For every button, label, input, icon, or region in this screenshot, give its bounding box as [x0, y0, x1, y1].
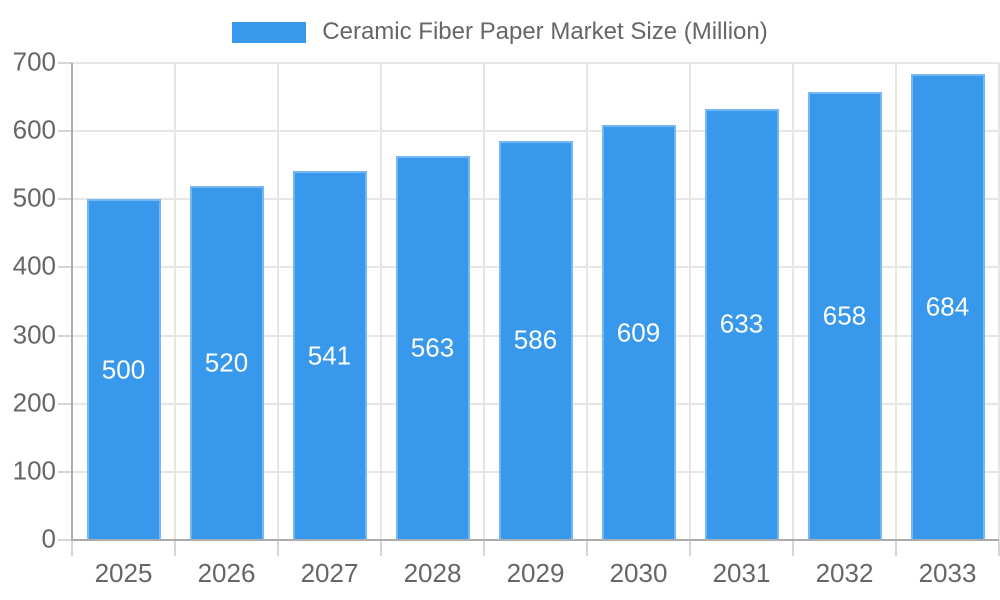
- bar-value-label: 586: [513, 324, 558, 355]
- bar-value-label: 609: [616, 317, 661, 347]
- gridline-vertical: [380, 63, 382, 540]
- x-axis-tick: [586, 540, 588, 556]
- legend-swatch-icon: [232, 21, 307, 43]
- gridline-horizontal: [72, 62, 999, 64]
- y-axis-tick: [58, 62, 72, 64]
- x-axis-tick: [71, 540, 73, 556]
- y-axis-tick-label: 300: [12, 318, 56, 349]
- gridline-vertical: [174, 63, 176, 540]
- x-axis-tick-label: 2025: [94, 558, 153, 588]
- gridline-vertical: [483, 63, 485, 540]
- x-axis-tick-label: 2033: [918, 558, 977, 588]
- bar-value-label: 520: [204, 347, 249, 378]
- y-axis-tick: [58, 198, 72, 201]
- gridline-vertical: [277, 63, 279, 540]
- y-axis-tick-label: 200: [12, 386, 56, 417]
- y-axis-tick-label: 100: [12, 455, 56, 486]
- bar-2029[interactable]: [498, 140, 573, 539]
- bar-2025[interactable]: [86, 199, 161, 539]
- gridline-horizontal: [72, 130, 999, 133]
- gridline-vertical: [792, 63, 794, 540]
- y-axis-line: [71, 63, 73, 540]
- x-axis-tick: [174, 540, 176, 556]
- gridline-vertical: [586, 63, 588, 540]
- x-axis-tick-label: 2026: [197, 558, 256, 588]
- x-axis-tick: [998, 540, 1000, 556]
- legend[interactable]: Ceramic Fiber Paper Market Size (Million…: [0, 18, 1000, 45]
- y-axis-tick: [58, 266, 72, 269]
- y-axis-tick: [58, 334, 72, 337]
- x-axis-tick: [689, 540, 691, 556]
- y-axis-tick: [58, 539, 72, 541]
- y-axis-tick-label: 500: [12, 182, 56, 213]
- x-axis-tick-label: 2032: [815, 558, 874, 588]
- bar-2033[interactable]: [910, 73, 985, 539]
- bar-value-label: 563: [410, 332, 455, 363]
- bar-value-label: 658: [822, 300, 867, 331]
- x-axis-tick-label: 2027: [300, 558, 359, 588]
- bar-2026[interactable]: [189, 185, 264, 539]
- gridline-vertical: [895, 63, 897, 540]
- bar-2027[interactable]: [292, 171, 367, 539]
- y-axis-tick: [58, 470, 72, 473]
- y-axis-tick: [58, 130, 72, 133]
- bar-2028[interactable]: [395, 156, 470, 539]
- y-axis-tick-label: 600: [12, 114, 56, 145]
- y-axis-tick-label: 700: [12, 46, 56, 77]
- x-axis-tick-label: 2028: [403, 558, 462, 588]
- bar-2030[interactable]: [601, 125, 676, 539]
- x-axis-tick: [483, 540, 485, 556]
- x-axis-tick: [380, 540, 382, 556]
- x-axis-tick: [895, 540, 897, 556]
- x-axis-tick-label: 2030: [609, 558, 668, 588]
- bar-value-label: 684: [925, 291, 970, 322]
- x-axis-tick: [277, 540, 279, 556]
- gridline-vertical: [998, 63, 1000, 540]
- legend-label: Ceramic Fiber Paper Market Size (Million…: [322, 18, 768, 45]
- bar-2032[interactable]: [807, 91, 882, 539]
- x-axis-tick-label: 2029: [506, 558, 565, 588]
- gridline-vertical: [689, 63, 691, 540]
- bar-value-label: 633: [719, 308, 764, 339]
- y-axis-tick-label: 400: [12, 250, 56, 281]
- bar-value-label: 500: [101, 354, 146, 385]
- x-axis-line: [71, 539, 999, 541]
- x-axis-tick-label: 2031: [712, 558, 771, 588]
- y-axis-tick: [58, 402, 72, 405]
- y-axis-tick-label: 0: [41, 523, 56, 554]
- bar-value-label: 541: [307, 340, 352, 371]
- bar-2031[interactable]: [704, 108, 779, 539]
- x-axis-tick: [792, 540, 794, 556]
